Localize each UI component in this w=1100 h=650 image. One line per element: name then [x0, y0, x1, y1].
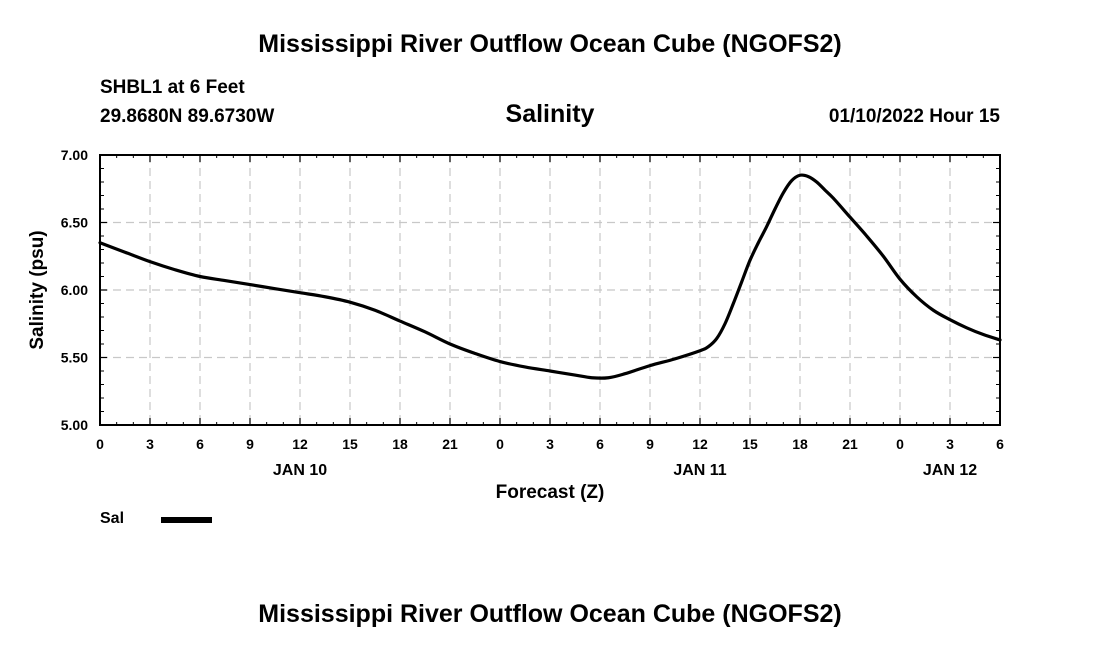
forecast-datetime: 01/10/2022 Hour 15 [828, 106, 1000, 127]
x-tick-label: 3 [146, 436, 154, 452]
chart-main-title: Mississippi River Outflow Ocean Cube (NG… [258, 30, 842, 58]
y-tick-label: 7.00 [61, 147, 88, 163]
x-tick-label: 3 [946, 436, 954, 452]
date-label: JAN 12 [923, 462, 977, 479]
x-tick-label: 21 [442, 436, 458, 452]
series-line-sal [98, 173, 1002, 380]
x-tick-label: 21 [842, 436, 858, 452]
y-axis-label: Salinity (psu) [27, 230, 48, 350]
x-tick-label: 9 [646, 436, 654, 452]
x-tick-label: 0 [96, 436, 104, 452]
x-tick-label: 15 [742, 436, 758, 452]
legend-label: Sal [100, 510, 125, 527]
tick-labels: 0 3 6 9 12 15 18 21 0 3 6 9 12 15 18 21 0 3 6 5.00 5.50 6.00 6… [61, 147, 1004, 479]
legend-swatch [161, 517, 212, 523]
x-tick-label: 15 [342, 436, 358, 452]
x-axis-label: Forecast (Z) [495, 482, 605, 503]
series-layer [98, 173, 1002, 380]
chart-subtitle: Salinity [505, 100, 595, 128]
y-tick-label: 5.50 [61, 350, 88, 366]
x-tick-label: 12 [292, 436, 308, 452]
date-label: JAN 10 [273, 462, 327, 479]
y-tick-label: 6.00 [61, 282, 88, 298]
x-tick-label: 3 [546, 436, 554, 452]
x-tick-label: 6 [196, 436, 204, 452]
station-coordinates: 29.8680N 89.6730W [100, 106, 275, 127]
y-tick-label: 6.50 [61, 215, 88, 231]
x-tick-label: 0 [896, 436, 904, 452]
station-label: SHBL1 at 6 Feet [100, 77, 245, 98]
x-tick-label: 18 [392, 436, 408, 452]
x-tick-label: 6 [996, 436, 1004, 452]
x-tick-label: 0 [496, 436, 504, 452]
x-tick-label: 6 [596, 436, 604, 452]
plot-frame [99, 154, 1001, 426]
x-tick-label: 12 [692, 436, 708, 452]
date-label: JAN 11 [673, 462, 726, 479]
x-tick-label: 18 [792, 436, 808, 452]
x-tick-label: 9 [246, 436, 254, 452]
y-tick-label: 5.00 [61, 417, 88, 433]
footer-title: Mississippi River Outflow Ocean Cube (NG… [258, 600, 842, 628]
grid-lines [100, 155, 1000, 425]
